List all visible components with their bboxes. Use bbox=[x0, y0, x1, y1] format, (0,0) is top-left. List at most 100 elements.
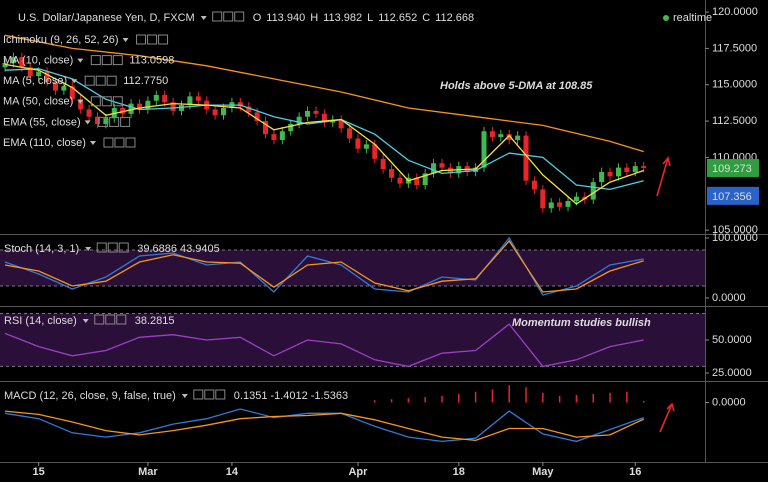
candle-body bbox=[10, 57, 16, 63]
control-icon bbox=[234, 11, 245, 22]
candle-body bbox=[153, 94, 159, 101]
x-tick-label: 18 bbox=[453, 466, 465, 478]
control-icon bbox=[109, 116, 120, 127]
dropdown-icon bbox=[84, 120, 91, 125]
quote-text: C bbox=[422, 12, 430, 24]
candle-body bbox=[162, 94, 168, 103]
candle-body bbox=[347, 128, 353, 139]
control-icon bbox=[107, 242, 118, 253]
y-tick-label: 120.0000 bbox=[712, 6, 758, 18]
x-tick-label: 15 bbox=[33, 466, 45, 478]
dropdown-icon bbox=[82, 319, 89, 323]
y-tick-label: 112.5000 bbox=[712, 115, 757, 127]
band bbox=[0, 249, 705, 286]
control-icon bbox=[112, 55, 123, 66]
candle-body bbox=[338, 119, 344, 129]
candle-body bbox=[607, 171, 613, 177]
arrow bbox=[656, 156, 671, 197]
y-tick-label: 117.5000 bbox=[712, 42, 757, 54]
pane-title: MACD (12, 26, close, 9, false, true) bbox=[4, 390, 176, 402]
candle-body bbox=[187, 96, 193, 106]
candle-body bbox=[389, 169, 395, 178]
quote-text: 112.652 bbox=[378, 12, 417, 24]
indicator-line bbox=[4, 410, 644, 442]
control-icon bbox=[223, 11, 234, 22]
indicator-line bbox=[4, 408, 644, 443]
candle-body bbox=[69, 86, 75, 100]
candle-body bbox=[279, 131, 285, 140]
dropdown-icon bbox=[122, 38, 129, 42]
y-tick-label: 105.0000 bbox=[712, 224, 758, 236]
candle-body bbox=[296, 116, 302, 124]
study-label: MA (50, close) bbox=[3, 96, 73, 108]
candle-body bbox=[557, 202, 563, 207]
control-icon bbox=[90, 96, 101, 107]
reading: 39.6886 bbox=[137, 243, 177, 255]
indicator-line bbox=[4, 34, 644, 153]
dropdown-icon bbox=[85, 247, 92, 251]
indicator-line bbox=[4, 239, 644, 293]
indicator-line bbox=[4, 63, 644, 205]
candle-body bbox=[195, 96, 201, 101]
study-label: MA (10, close) bbox=[3, 55, 73, 67]
annotation: Holds above 5-DMA at 108.85 bbox=[440, 80, 593, 92]
y-tick-label: 0.0000 bbox=[712, 396, 746, 408]
y-tick-label: 100.0000 bbox=[712, 232, 758, 244]
candle-body bbox=[19, 57, 25, 68]
reading: 0.1351 bbox=[234, 390, 268, 402]
control-icon bbox=[112, 96, 123, 107]
candle-body bbox=[27, 67, 33, 77]
candle-body bbox=[481, 131, 487, 168]
quote-text: 112.668 bbox=[435, 12, 474, 24]
candle-body bbox=[498, 134, 504, 138]
study-reading: 112.7750 bbox=[123, 75, 168, 87]
pane-title: Stoch (14, 3, 1) bbox=[4, 243, 79, 255]
control-icon bbox=[204, 389, 215, 400]
reading: -1.5363 bbox=[311, 390, 348, 402]
candle-body bbox=[86, 109, 92, 117]
control-icon bbox=[101, 55, 112, 66]
control-icon bbox=[101, 96, 112, 107]
study-label: Ichimoku (9, 26, 52, 26) bbox=[3, 34, 119, 46]
control-icon bbox=[90, 55, 101, 66]
candle-body bbox=[44, 71, 50, 82]
annotation: Momentum studies bullish bbox=[512, 317, 651, 329]
dropdown-icon bbox=[77, 99, 84, 104]
candle-body bbox=[565, 201, 571, 207]
candle-body bbox=[641, 166, 647, 169]
candle-body bbox=[36, 71, 42, 77]
candle-body bbox=[136, 103, 143, 110]
candle-body bbox=[590, 182, 596, 200]
x-tick-label: May bbox=[532, 466, 554, 478]
indicator-line bbox=[4, 323, 644, 368]
y-tick-label: 50.0000 bbox=[712, 334, 752, 346]
candle-body bbox=[439, 163, 445, 168]
band bbox=[0, 313, 705, 367]
x-tick-label: Apr bbox=[348, 466, 368, 478]
arrow bbox=[659, 402, 675, 433]
x-tick-label: Mar bbox=[138, 466, 158, 478]
dropdown-icon bbox=[181, 394, 188, 398]
control-icon bbox=[94, 314, 105, 325]
quote-text: 113.940 bbox=[266, 12, 305, 24]
reading: -1.4012 bbox=[270, 390, 307, 402]
candle-body bbox=[489, 131, 495, 138]
candle-body bbox=[212, 109, 218, 116]
candle-body bbox=[321, 113, 327, 123]
candle-body bbox=[397, 177, 403, 184]
control-icon bbox=[116, 314, 127, 325]
candle-body bbox=[363, 144, 369, 149]
candle-body bbox=[355, 138, 361, 149]
candle-body bbox=[548, 202, 554, 209]
candle-body bbox=[128, 103, 134, 114]
status: realtime bbox=[673, 12, 712, 24]
candle-body bbox=[380, 158, 386, 170]
control-icon bbox=[120, 116, 131, 127]
candle-body bbox=[178, 105, 185, 111]
study-label: EMA (55, close) bbox=[3, 116, 81, 128]
control-icon bbox=[125, 137, 136, 148]
candle-body bbox=[540, 189, 546, 209]
control-icon bbox=[212, 11, 223, 22]
price-box bbox=[707, 158, 759, 177]
